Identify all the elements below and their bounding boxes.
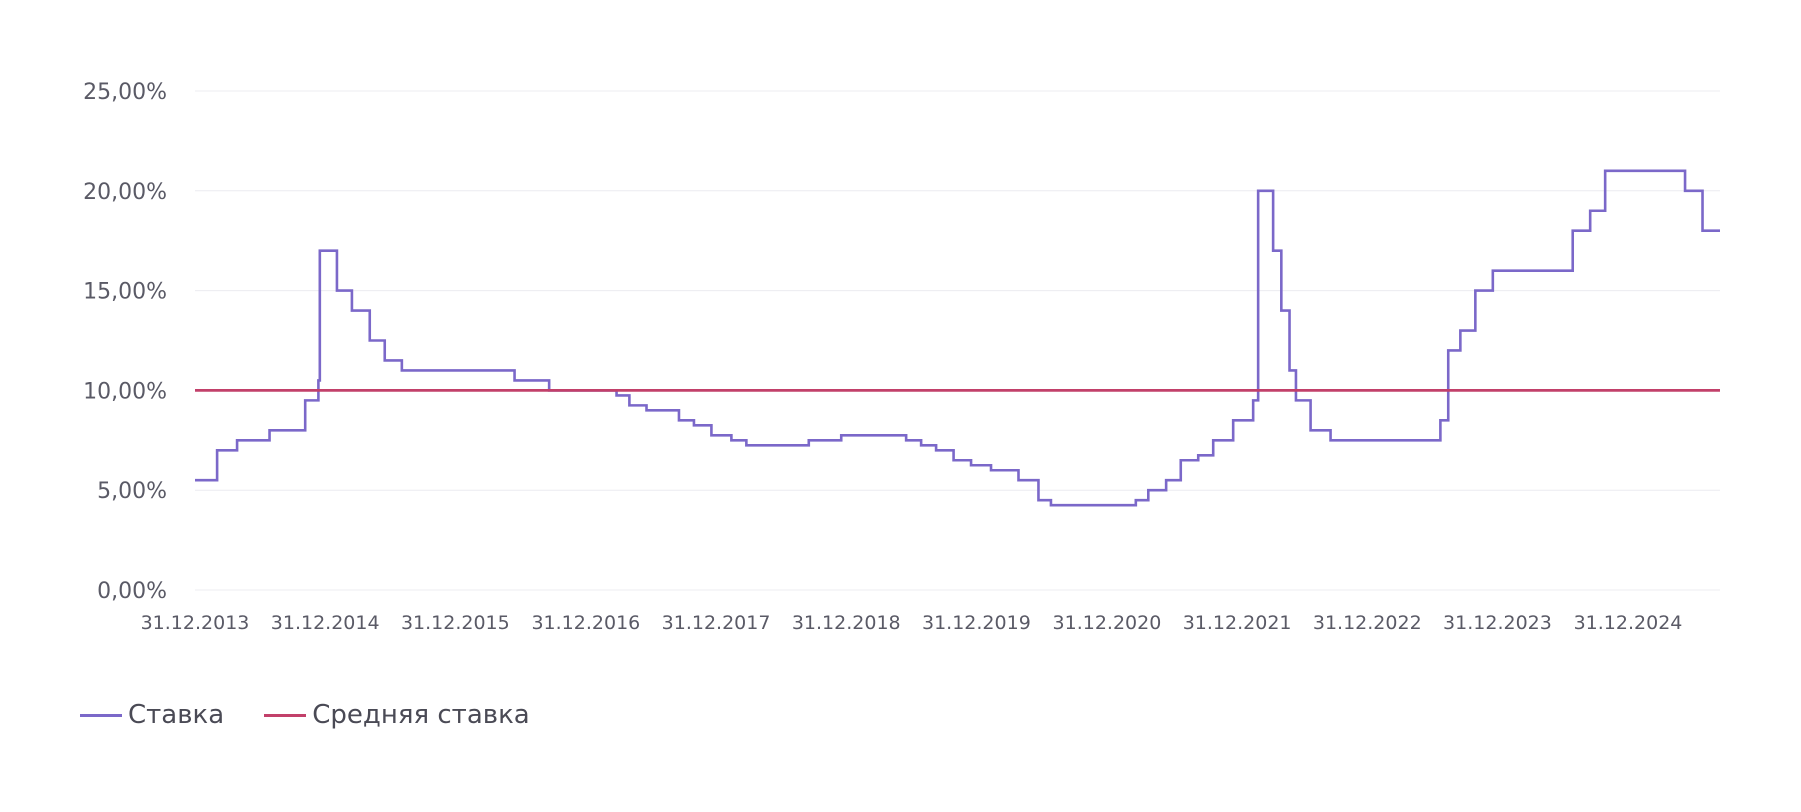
- x-tick-label: 31.12.2021: [1183, 612, 1292, 634]
- x-tick-label: 31.12.2015: [401, 612, 510, 634]
- y-tick-label: 10,00%: [83, 379, 167, 404]
- x-tick-label: 31.12.2023: [1443, 612, 1552, 634]
- legend-item-rate[interactable]: Ставка: [80, 700, 224, 730]
- x-tick-label: 31.12.2024: [1574, 612, 1683, 634]
- y-tick-label: 20,00%: [83, 180, 167, 205]
- x-tick-label: 31.12.2017: [662, 612, 771, 634]
- x-tick-label: 31.12.2022: [1313, 612, 1422, 634]
- legend-item-average-rate[interactable]: Средняя ставка: [264, 700, 530, 730]
- x-tick-label: 31.12.2018: [792, 612, 901, 634]
- grid-lines: [195, 90, 1720, 591]
- x-tick-label: 31.12.2013: [141, 612, 250, 634]
- x-tick-label: 31.12.2014: [271, 612, 380, 634]
- rate-chart: 0,00% 5,00% 10,00% 15,00% 20,00% 25,00% 31.12…: [83, 80, 1720, 634]
- legend-swatch-average-rate: [264, 713, 307, 717]
- x-tick-label: 31.12.2020: [1053, 612, 1162, 634]
- series-line-rate: [195, 169, 1720, 507]
- y-tick-label: 25,00%: [83, 80, 167, 105]
- legend-label-rate: Ставка: [128, 700, 225, 730]
- y-tick-label: 5,00%: [97, 479, 167, 504]
- series-lines: [195, 169, 1720, 507]
- y-tick-label: 15,00%: [83, 280, 167, 305]
- legend-swatch-rate: [80, 713, 122, 717]
- y-tick-label: 0,00%: [97, 579, 167, 604]
- legend-label-average-rate: Средняя ставка: [312, 700, 530, 730]
- x-axis-ticks: 31.12.2013 31.12.2014 31.12.2015 31.12.2016…: [141, 612, 1683, 634]
- x-tick-label: 31.12.2019: [922, 612, 1031, 634]
- y-axis-ticks: 0,00% 5,00% 10,00% 15,00% 20,00% 25,00%: [83, 80, 167, 604]
- x-tick-label: 31.12.2016: [531, 612, 640, 634]
- legend: Ставка Средняя ставка: [80, 700, 530, 730]
